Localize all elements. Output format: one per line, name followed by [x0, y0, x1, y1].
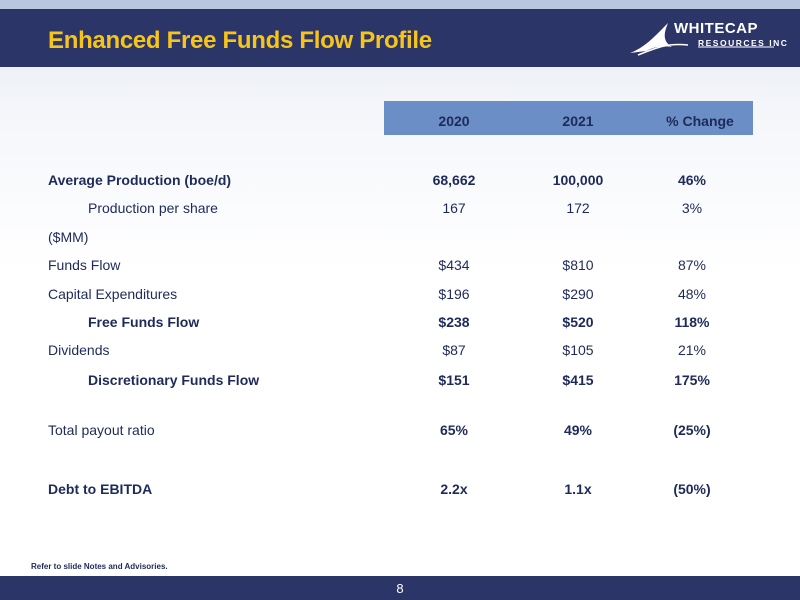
top-accent-stripe: [0, 0, 800, 9]
column-header-change: % Change: [666, 113, 734, 129]
whitecap-logo-icon: [630, 23, 774, 56]
table-row-average-production: Average Production (boe/d) 68,662 100,00…: [0, 172, 800, 192]
table-row-units-label: ($MM): [0, 229, 800, 249]
header-bar: [0, 9, 800, 67]
cell-2020: $434: [438, 257, 470, 273]
row-label: Free Funds Flow: [88, 314, 200, 330]
cell-change: 3%: [681, 200, 703, 216]
row-label: Dividends: [48, 342, 110, 358]
cell-2020: $196: [438, 286, 470, 302]
footnote: Refer to slide Notes and Advisories.: [31, 562, 168, 571]
table-row-capital-expenditures: Capital Expenditures $196 $290 48%: [0, 286, 800, 306]
table-row-total-payout-ratio: Total payout ratio 65% 49% (25%): [0, 422, 800, 442]
row-label: Average Production (boe/d): [48, 172, 232, 188]
cell-2021: $415: [562, 372, 594, 388]
cell-2021: $520: [562, 314, 594, 330]
row-label: Funds Flow: [48, 257, 121, 273]
cell-2020: 68,662: [432, 172, 476, 188]
row-label: Total payout ratio: [48, 422, 155, 438]
row-label: Capital Expenditures: [48, 286, 178, 302]
cell-2020: $87: [442, 342, 466, 358]
cell-2020: 2.2x: [440, 481, 468, 497]
cell-change: (50%): [673, 481, 711, 497]
cell-2020: $151: [438, 372, 470, 388]
table-row-dividends: Dividends $87 $105 21%: [0, 342, 800, 362]
column-header-2021: 2021: [562, 113, 594, 129]
cell-2020: 65%: [439, 422, 469, 438]
cell-2021: 172: [566, 200, 590, 216]
logo-wordmark: WHITECAP: [674, 20, 758, 37]
slide-title: Enhanced Free Funds Flow Profile: [48, 27, 432, 54]
row-label: Discretionary Funds Flow: [88, 372, 260, 388]
table-row-discretionary-funds-flow: Discretionary Funds Flow $151 $415 175%: [0, 372, 800, 392]
cell-2021: 1.1x: [564, 481, 592, 497]
cell-change: 118%: [674, 314, 710, 330]
page-number: 8: [396, 581, 404, 596]
column-header-bar: [384, 101, 753, 135]
row-label: Debt to EBITDA: [48, 481, 153, 497]
cell-2020: 167: [442, 200, 466, 216]
cell-2021: 49%: [563, 422, 593, 438]
cell-2021: $810: [562, 257, 594, 273]
cell-2021: $105: [562, 342, 594, 358]
table-row-funds-flow: Funds Flow $434 $810 87%: [0, 257, 800, 277]
table-row-production-per-share: Production per share 167 172 3%: [0, 200, 800, 220]
table-row-debt-to-ebitda: Debt to EBITDA 2.2x 1.1x (50%): [0, 481, 800, 501]
table-row-free-funds-flow: Free Funds Flow $238 $520 118%: [0, 314, 800, 334]
cell-change: 21%: [677, 342, 707, 358]
cell-change: 87%: [677, 257, 707, 273]
column-header-2020: 2020: [438, 113, 470, 129]
cell-change: 46%: [677, 172, 707, 188]
footer-bar: [0, 576, 800, 600]
row-label: Production per share: [88, 200, 218, 216]
cell-change: (25%): [673, 422, 711, 438]
cell-2020: $238: [438, 314, 470, 330]
cell-change: 175%: [674, 372, 710, 388]
cell-change: 48%: [677, 286, 707, 302]
logo-subtitle: RESOURCES INC: [698, 38, 789, 48]
cell-2021: 100,000: [552, 172, 604, 188]
row-label: ($MM): [48, 229, 89, 245]
cell-2021: $290: [562, 286, 594, 302]
